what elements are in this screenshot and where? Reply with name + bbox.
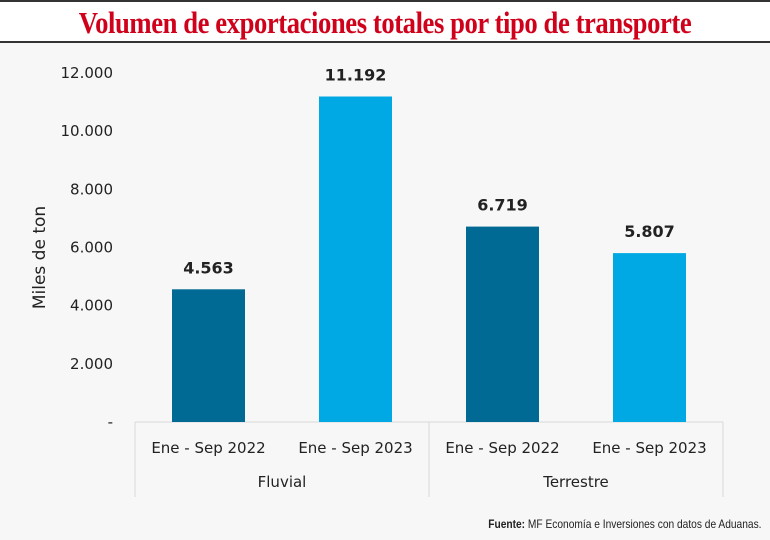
- x-tick-label: Ene - Sep 2023: [298, 439, 412, 457]
- y-tick-label: 8.000: [70, 180, 113, 198]
- x-tick-label: Ene - Sep 2022: [151, 439, 265, 457]
- bar: [613, 253, 686, 422]
- bar: [319, 96, 392, 423]
- data-label: 4.563: [183, 258, 234, 277]
- title-bar: Volumen de exportaciones totales por tip…: [0, 0, 770, 43]
- data-label: 11.192: [325, 65, 387, 84]
- data-label: 6.719: [477, 196, 528, 215]
- bar: [172, 289, 245, 422]
- y-tick-label: 2.000: [70, 355, 113, 373]
- y-tick-label: -: [108, 413, 113, 431]
- data-label: 5.807: [624, 222, 675, 241]
- source-note: Fuente: MF Economía e Inversiones con da…: [489, 517, 762, 531]
- bar: [466, 226, 539, 422]
- x-tick-label: Ene - Sep 2022: [445, 439, 559, 457]
- source-label: Fuente:: [488, 517, 526, 531]
- y-tick-label: 12.000: [61, 64, 114, 82]
- y-tick-label: 6.000: [70, 239, 113, 257]
- x-tick-label: Ene - Sep 2023: [592, 439, 706, 457]
- source-text: MF Economía e Inversiones con datos de A…: [525, 517, 762, 531]
- group-label: Terrestre: [542, 473, 609, 491]
- y-axis-label: Miles de ton: [30, 206, 50, 309]
- group-label: Fluvial: [258, 473, 307, 491]
- chart-title: Volumen de exportaciones totales por tip…: [78, 5, 692, 40]
- y-tick-label: 4.000: [70, 297, 113, 315]
- y-tick-label: 10.000: [61, 122, 114, 140]
